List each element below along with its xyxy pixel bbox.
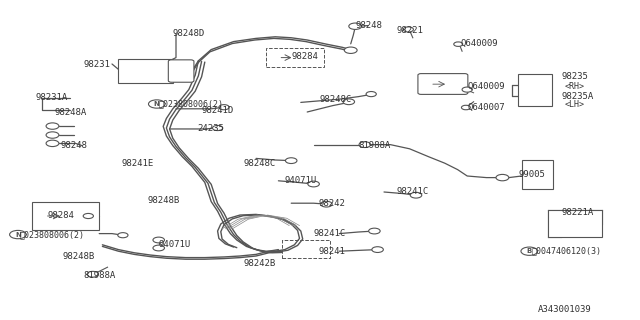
Circle shape [285, 158, 297, 164]
Circle shape [349, 23, 362, 29]
Bar [282, 240, 330, 258]
Text: 98248B: 98248B [147, 196, 179, 204]
Bar [548, 210, 602, 237]
Circle shape [461, 105, 470, 110]
Circle shape [10, 230, 26, 239]
Text: 98248: 98248 [61, 141, 88, 150]
Text: 98231: 98231 [83, 60, 110, 68]
Text: 98235A: 98235A [562, 92, 594, 100]
Text: Q640009: Q640009 [461, 39, 499, 48]
Circle shape [321, 201, 332, 207]
Text: 98221A: 98221A [562, 208, 594, 217]
Bar [522, 160, 553, 189]
Circle shape [308, 181, 319, 187]
Bar [266, 48, 324, 67]
Text: <RH>: <RH> [564, 82, 584, 91]
Circle shape [212, 125, 223, 131]
Text: 98248B: 98248B [63, 252, 95, 261]
Text: 24235: 24235 [197, 124, 224, 132]
Circle shape [344, 47, 357, 53]
Text: N: N [15, 232, 21, 237]
Circle shape [87, 271, 99, 277]
Text: 98241C: 98241C [397, 188, 429, 196]
Text: 98284: 98284 [291, 52, 318, 60]
Circle shape [366, 92, 376, 97]
Circle shape [496, 174, 509, 181]
Bar [32, 202, 99, 230]
Text: 98242B: 98242B [243, 260, 275, 268]
Text: 98241E: 98241E [122, 159, 154, 168]
Circle shape [83, 213, 93, 219]
Text: 99005: 99005 [518, 170, 545, 179]
Circle shape [46, 123, 59, 129]
Circle shape [369, 228, 380, 234]
Text: 81988A: 81988A [358, 141, 390, 150]
Text: 98235: 98235 [562, 72, 589, 81]
Text: Q640009: Q640009 [467, 82, 505, 91]
Circle shape [148, 100, 165, 108]
Circle shape [372, 247, 383, 252]
FancyBboxPatch shape [168, 60, 194, 82]
Circle shape [153, 237, 164, 243]
Text: 98241: 98241 [319, 247, 346, 256]
Circle shape [153, 245, 164, 251]
Circle shape [177, 68, 188, 74]
Circle shape [46, 132, 59, 138]
Text: A343001039: A343001039 [538, 305, 591, 314]
Circle shape [343, 99, 355, 105]
Circle shape [403, 27, 413, 32]
Text: 98242: 98242 [319, 199, 346, 208]
Circle shape [359, 142, 371, 148]
Text: 98248: 98248 [355, 21, 382, 30]
Text: 81988A: 81988A [83, 271, 115, 280]
Text: ⓝ023808006(2): ⓝ023808006(2) [159, 100, 224, 108]
Text: 98231A: 98231A [35, 93, 67, 102]
Text: 98248C: 98248C [243, 159, 275, 168]
Text: 98241C: 98241C [314, 229, 346, 238]
Text: Q640007: Q640007 [467, 103, 505, 112]
Bar [518, 74, 552, 106]
Text: 94071U: 94071U [159, 240, 191, 249]
FancyBboxPatch shape [418, 74, 468, 94]
Text: B: B [527, 248, 532, 254]
Text: ⓝ023808006(2): ⓝ023808006(2) [19, 230, 84, 239]
Circle shape [521, 247, 538, 255]
Circle shape [46, 140, 59, 147]
Circle shape [454, 42, 463, 46]
Text: 98284: 98284 [48, 212, 75, 220]
Circle shape [118, 233, 128, 238]
Text: 98248D: 98248D [173, 29, 205, 38]
Circle shape [219, 105, 229, 110]
Text: 98241D: 98241D [202, 106, 234, 115]
Text: ⑂0047406120(3): ⑂0047406120(3) [531, 247, 601, 256]
Text: <LH>: <LH> [564, 100, 584, 109]
Text: 98221: 98221 [397, 26, 424, 35]
Text: 98248A: 98248A [54, 108, 86, 116]
Text: 98248C: 98248C [320, 95, 352, 104]
Text: N: N [154, 101, 160, 107]
Text: 94071U: 94071U [285, 176, 317, 185]
Circle shape [410, 192, 422, 198]
Circle shape [462, 87, 472, 92]
Bar [118, 59, 173, 83]
